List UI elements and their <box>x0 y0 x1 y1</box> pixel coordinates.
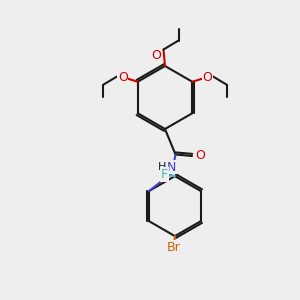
Text: O: O <box>202 71 212 84</box>
Text: O: O <box>118 71 128 84</box>
Text: Br: Br <box>167 241 180 254</box>
Text: F: F <box>161 168 168 181</box>
Text: N: N <box>167 160 177 174</box>
Text: O: O <box>195 149 205 163</box>
Text: H: H <box>158 162 166 172</box>
Text: O: O <box>152 49 161 62</box>
